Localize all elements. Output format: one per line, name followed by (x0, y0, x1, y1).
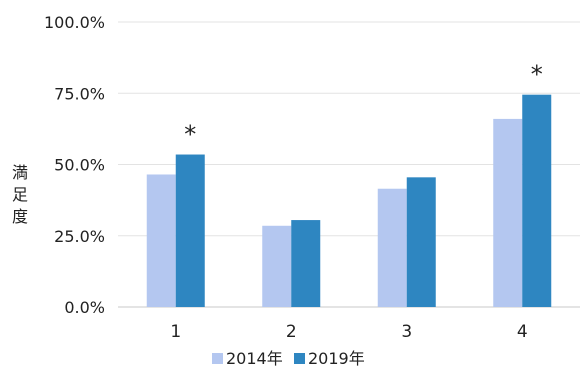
y-tick-label: 0.0% (64, 298, 105, 317)
y-axis-label: 満足度 (12, 163, 28, 226)
bar-2019年-3 (406, 177, 436, 307)
legend: 2014年 2019年 (212, 349, 365, 368)
x-tick-label: 4 (517, 322, 528, 342)
bar-2019年-1 (175, 154, 205, 307)
legend-label: 2019年 (308, 349, 365, 368)
y-axis-label-char: 度 (12, 207, 28, 226)
x-axis-labels: 1 2 3 4 (170, 322, 527, 342)
annotations: ** (184, 61, 543, 149)
legend-swatch (212, 353, 223, 364)
x-tick-label: 1 (170, 322, 181, 342)
significance-asterisk: * (531, 61, 543, 89)
legend-swatch (294, 353, 305, 364)
y-axis-label-char: 足 (12, 185, 28, 204)
y-tick-label: 25.0% (54, 227, 105, 246)
bars (146, 94, 552, 308)
bar-2014年-3 (377, 188, 407, 307)
bar-2014年-2 (262, 225, 292, 307)
y-axis-ticks: 0.0% 25.0% 50.0% 75.0% 100.0% (44, 13, 105, 317)
bar-2019年-2 (291, 220, 321, 307)
bar-2014年-4 (493, 118, 523, 308)
y-tick-label: 75.0% (54, 84, 105, 103)
y-tick-label: 100.0% (44, 13, 105, 32)
bar-2019年-4 (522, 94, 552, 307)
x-tick-label: 3 (401, 322, 412, 342)
y-tick-label: 50.0% (54, 156, 105, 175)
legend-label: 2014年 (226, 349, 283, 368)
bar-2014年-1 (146, 174, 176, 307)
x-tick-label: 2 (286, 322, 297, 342)
significance-asterisk: * (184, 121, 196, 149)
y-axis-label-char: 満 (12, 163, 28, 182)
